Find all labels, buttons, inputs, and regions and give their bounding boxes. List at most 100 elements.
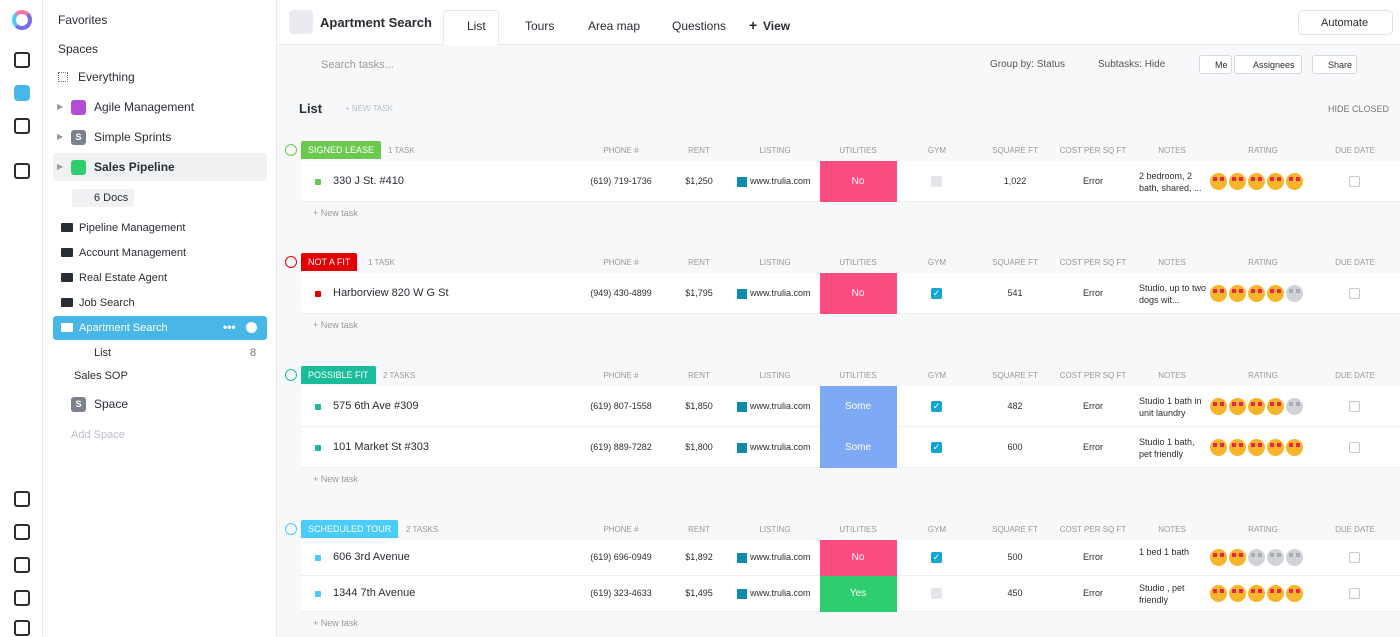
- due-date-icon[interactable]: [1349, 287, 1360, 299]
- group-toggle[interactable]: [285, 523, 297, 535]
- column-header[interactable]: SQUARE FT: [992, 146, 1038, 155]
- tab[interactable]: Tours: [525, 19, 555, 33]
- docs[interactable]: 6 Docs: [94, 192, 129, 204]
- group-by[interactable]: Group by: Status: [990, 59, 1066, 70]
- column-header[interactable]: RATING: [1248, 258, 1278, 267]
- automate-btn[interactable]: [1298, 10, 1393, 35]
- me[interactable]: Me: [1215, 60, 1228, 70]
- folder[interactable]: Real Estate Agent: [79, 272, 168, 284]
- status-badge[interactable]: POSSIBLE FIT: [301, 366, 376, 384]
- space-name[interactable]: Space: [94, 397, 129, 411]
- column-header[interactable]: NOTES: [1158, 371, 1186, 380]
- docs-chip[interactable]: [72, 189, 134, 207]
- space-name[interactable]: Sales Pipeline: [94, 160, 175, 174]
- listing[interactable]: www.trulia.com: [750, 287, 811, 298]
- nav-icon[interactable]: [14, 620, 30, 636]
- nav-icon[interactable]: [14, 118, 30, 134]
- status-badge[interactable]: SCHEDULED TOUR: [301, 520, 399, 538]
- tab[interactable]: Questions: [672, 19, 727, 33]
- assignees[interactable]: Assignees: [1253, 60, 1295, 70]
- column-header[interactable]: COST PER SQ FT: [1059, 371, 1127, 380]
- column-header[interactable]: NOTES: [1158, 525, 1186, 534]
- column-header[interactable]: GYM: [927, 371, 947, 380]
- task-name[interactable]: 330 J St. #410: [333, 174, 404, 187]
- column-header[interactable]: PHONE #: [603, 525, 639, 534]
- hide-closed[interactable]: HIDE CLOSED: [1328, 104, 1390, 114]
- status-badge[interactable]: NOT A FIT: [301, 253, 358, 271]
- task-name[interactable]: 606 3rd Avenue: [333, 551, 410, 563]
- space-name[interactable]: Simple Sprints: [94, 130, 172, 144]
- column-header[interactable]: DUE DATE: [1335, 525, 1375, 534]
- nav-icon[interactable]: [14, 557, 30, 573]
- nav-icon[interactable]: [14, 524, 30, 540]
- column-header[interactable]: UTILITIES: [839, 146, 877, 155]
- rating[interactable]: [1210, 397, 1305, 416]
- column-header[interactable]: RENT: [688, 371, 710, 380]
- column-header[interactable]: RATING: [1248, 525, 1278, 534]
- listing[interactable]: www.trulia.com: [750, 552, 811, 562]
- subtasks[interactable]: Subtasks: Hide: [1098, 59, 1166, 70]
- rating[interactable]: [1210, 284, 1305, 303]
- utilities-cell[interactable]: [820, 540, 897, 576]
- new-task-top[interactable]: + NEW TASK: [345, 104, 393, 113]
- listing[interactable]: www.trulia.com: [750, 400, 811, 411]
- space-name[interactable]: Agile Management: [94, 100, 195, 114]
- column-header[interactable]: LISTING: [759, 258, 791, 267]
- new-task[interactable]: + New task: [313, 474, 358, 484]
- column-header[interactable]: RENT: [688, 525, 710, 534]
- sop[interactable]: Sales SOP: [74, 370, 128, 382]
- column-header[interactable]: RATING: [1248, 371, 1278, 380]
- utilities-cell[interactable]: [820, 386, 897, 427]
- favorites[interactable]: Favorites: [58, 13, 108, 27]
- column-header[interactable]: UTILITIES: [839, 258, 877, 267]
- folder[interactable]: Account Management: [79, 247, 187, 259]
- gym-checkbox[interactable]: ✓: [931, 400, 942, 412]
- rating[interactable]: [1210, 585, 1305, 603]
- column-header[interactable]: PHONE #: [603, 146, 639, 155]
- listing[interactable]: www.trulia.com: [750, 175, 811, 186]
- column-header[interactable]: LISTING: [759, 525, 791, 534]
- me-btn[interactable]: [1199, 55, 1232, 74]
- gym-checkbox[interactable]: ✓: [931, 287, 942, 299]
- status-badge[interactable]: SIGNED LEASE: [301, 141, 382, 159]
- rating[interactable]: [1210, 172, 1305, 191]
- due-date-icon[interactable]: [1349, 441, 1360, 453]
- column-header[interactable]: NOTES: [1158, 258, 1186, 267]
- group-toggle[interactable]: [285, 144, 297, 156]
- column-header[interactable]: DUE DATE: [1335, 371, 1375, 380]
- folder-more[interactable]: •••: [223, 320, 236, 334]
- column-header[interactable]: COST PER SQ FT: [1059, 258, 1127, 267]
- gym-checkbox[interactable]: ✓: [931, 552, 942, 563]
- column-header[interactable]: GYM: [927, 146, 947, 155]
- utilities-cell[interactable]: [820, 427, 897, 468]
- rating[interactable]: [1210, 438, 1305, 457]
- folder[interactable]: Pipeline Management: [79, 222, 186, 234]
- task-name[interactable]: 101 Market St #303: [333, 440, 430, 453]
- column-header[interactable]: RATING: [1248, 146, 1278, 155]
- due-date-icon[interactable]: [1349, 552, 1360, 563]
- due-date-icon[interactable]: [1349, 588, 1360, 599]
- rating[interactable]: [1210, 549, 1305, 567]
- column-header[interactable]: COST PER SQ FT: [1059, 146, 1127, 155]
- column-header[interactable]: NOTES: [1158, 146, 1186, 155]
- column-header[interactable]: RENT: [688, 146, 710, 155]
- listing[interactable]: www.trulia.com: [750, 588, 811, 598]
- listing[interactable]: www.trulia.com: [750, 441, 811, 452]
- column-header[interactable]: COST PER SQ FT: [1059, 525, 1127, 534]
- gym-checkbox[interactable]: ✓: [931, 441, 942, 453]
- column-header[interactable]: UTILITIES: [839, 525, 877, 534]
- group-toggle[interactable]: [285, 256, 297, 268]
- utilities-cell[interactable]: [820, 161, 897, 202]
- everything[interactable]: Everything: [78, 70, 135, 84]
- utilities-cell[interactable]: [820, 576, 897, 612]
- due-date-icon[interactable]: [1349, 400, 1360, 412]
- column-header[interactable]: SQUARE FT: [992, 371, 1038, 380]
- column-header[interactable]: DUE DATE: [1335, 258, 1375, 267]
- column-header[interactable]: RENT: [688, 258, 710, 267]
- column-header[interactable]: GYM: [927, 525, 947, 534]
- group-toggle[interactable]: [285, 369, 297, 381]
- add-view-plus[interactable]: +: [749, 17, 758, 33]
- folder[interactable]: Apartment Search: [79, 322, 168, 334]
- column-header[interactable]: LISTING: [759, 146, 791, 155]
- new-task[interactable]: + New task: [313, 320, 358, 330]
